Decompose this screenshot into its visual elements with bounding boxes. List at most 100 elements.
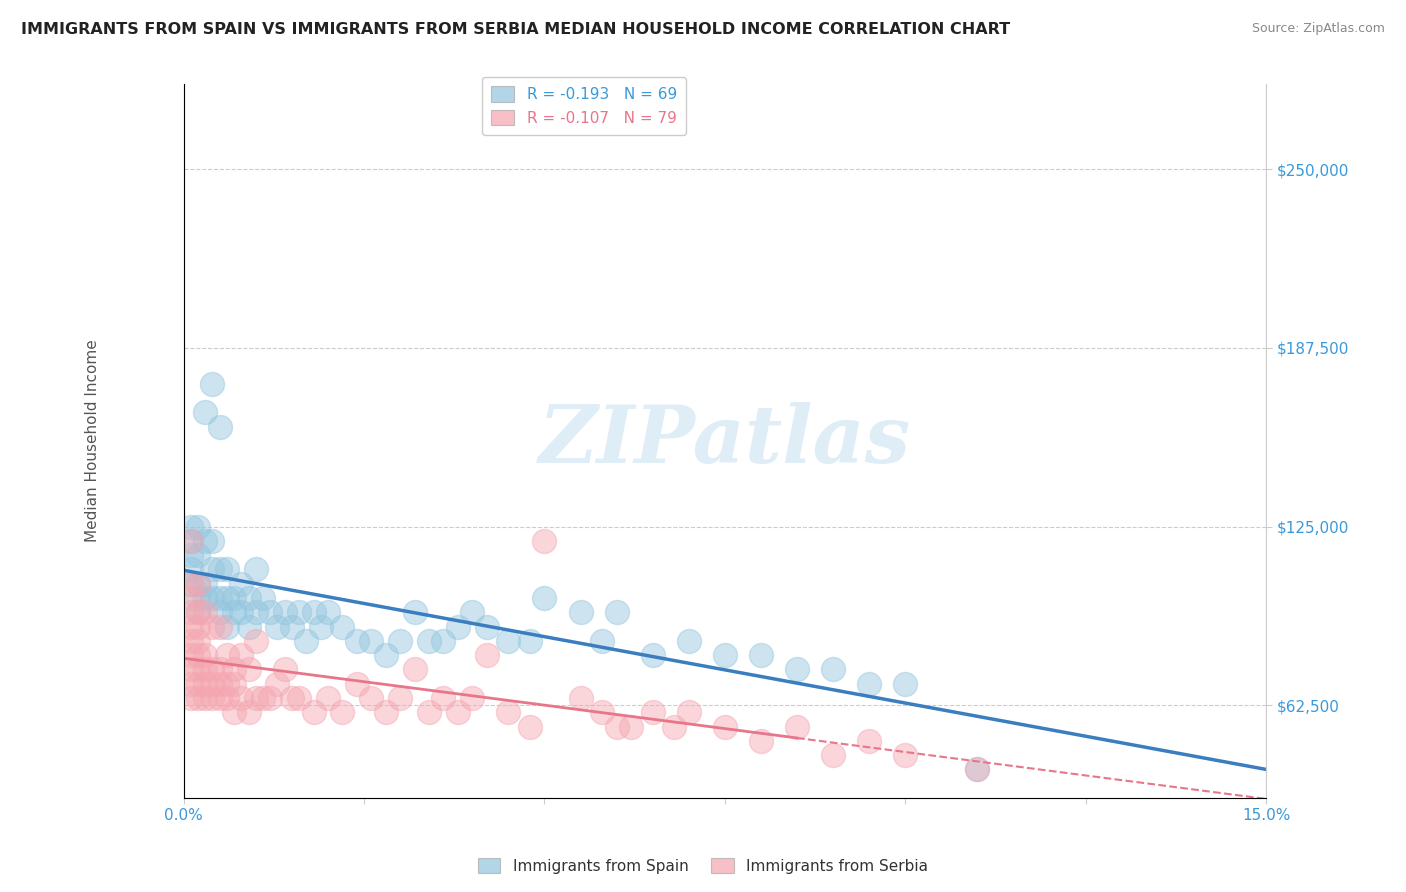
Point [215, 677, 238, 691]
Point [332, 619, 354, 633]
Point [201, 663, 224, 677]
Point [302, 605, 325, 619]
Point [180, 591, 202, 605]
Point [858, 677, 880, 691]
Point [208, 419, 231, 434]
Point [245, 562, 267, 576]
Point [187, 576, 209, 591]
Point [180, 548, 202, 562]
Point [187, 605, 209, 619]
Point [180, 576, 202, 591]
Point [201, 533, 224, 548]
Point [180, 663, 202, 677]
Point [180, 562, 202, 576]
Point [201, 376, 224, 391]
Text: Source: ZipAtlas.com: Source: ZipAtlas.com [1251, 22, 1385, 36]
Point [749, 734, 772, 748]
Point [201, 691, 224, 706]
Point [201, 591, 224, 605]
Point [295, 633, 318, 648]
Point [187, 548, 209, 562]
Point [569, 605, 592, 619]
Point [201, 619, 224, 633]
Point [641, 706, 664, 720]
Point [224, 605, 246, 619]
Point [238, 663, 260, 677]
Point [180, 677, 202, 691]
Point [316, 691, 339, 706]
Point [447, 706, 470, 720]
Point [606, 720, 628, 734]
Point [208, 677, 231, 691]
Point [519, 720, 541, 734]
Point [475, 619, 498, 633]
Point [519, 633, 541, 648]
Point [678, 706, 700, 720]
Point [302, 706, 325, 720]
Point [533, 533, 555, 548]
Point [194, 677, 217, 691]
Point [180, 533, 202, 548]
Point [180, 633, 202, 648]
Point [238, 619, 260, 633]
Point [187, 691, 209, 706]
Point [461, 691, 484, 706]
Point [288, 691, 311, 706]
Point [208, 619, 231, 633]
Point [187, 519, 209, 533]
Point [641, 648, 664, 662]
Point [786, 663, 808, 677]
Point [215, 648, 238, 662]
Point [360, 633, 382, 648]
Point [620, 720, 643, 734]
Point [432, 691, 454, 706]
Point [418, 633, 440, 648]
Point [208, 605, 231, 619]
Point [266, 619, 288, 633]
Point [180, 533, 202, 548]
Point [252, 591, 274, 605]
Point [714, 720, 737, 734]
Point [591, 706, 613, 720]
Point [273, 663, 295, 677]
Point [187, 648, 209, 662]
Y-axis label: Median Household Income: Median Household Income [86, 340, 100, 542]
Point [606, 605, 628, 619]
Point [461, 605, 484, 619]
Point [346, 633, 368, 648]
Point [208, 562, 231, 576]
Point [714, 648, 737, 662]
Point [418, 706, 440, 720]
Point [194, 663, 217, 677]
Point [245, 691, 267, 706]
Point [194, 605, 217, 619]
Point [591, 633, 613, 648]
Point [678, 633, 700, 648]
Point [187, 677, 209, 691]
Point [894, 677, 917, 691]
Point [447, 619, 470, 633]
Point [360, 691, 382, 706]
Point [389, 691, 412, 706]
Point [187, 619, 209, 633]
Point [786, 720, 808, 734]
Point [187, 605, 209, 619]
Point [389, 633, 412, 648]
Point [281, 691, 304, 706]
Point [201, 562, 224, 576]
Point [533, 591, 555, 605]
Point [823, 748, 845, 763]
Point [569, 691, 592, 706]
Point [245, 633, 267, 648]
Point [238, 591, 260, 605]
Point [224, 663, 246, 677]
Point [180, 605, 202, 619]
Point [259, 691, 281, 706]
Point [966, 763, 988, 777]
Legend: R = -0.193   N = 69, R = -0.107   N = 79: R = -0.193 N = 69, R = -0.107 N = 79 [482, 77, 686, 135]
Point [238, 706, 260, 720]
Point [194, 533, 217, 548]
Point [309, 619, 332, 633]
Point [332, 706, 354, 720]
Point [180, 576, 202, 591]
